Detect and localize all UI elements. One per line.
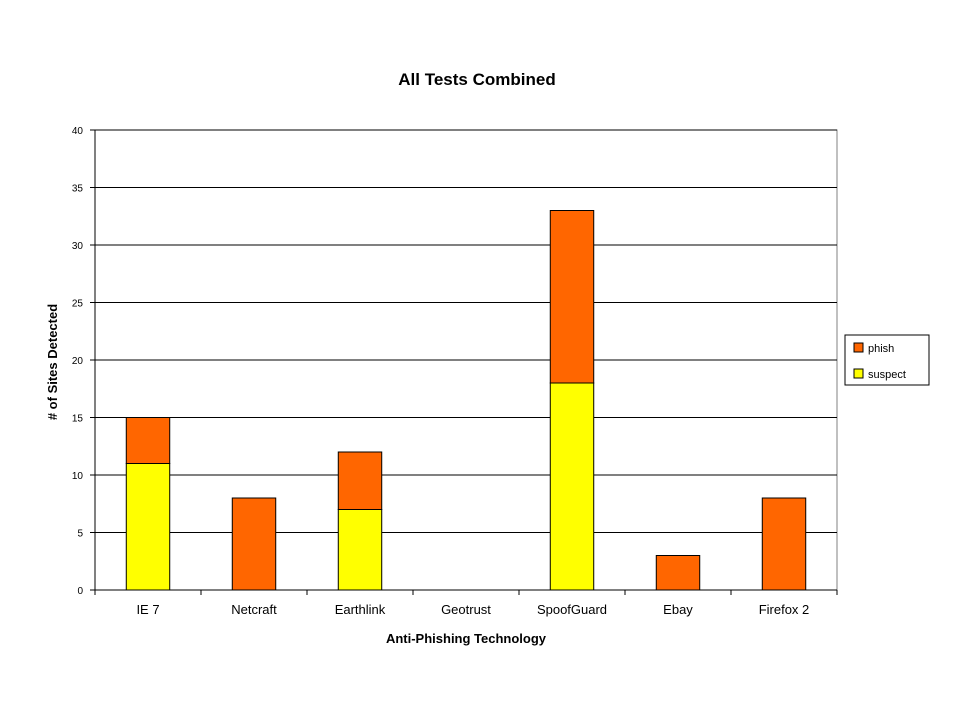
y-tick-label: 30 — [72, 241, 84, 252]
bar-segment-phish — [337, 451, 383, 510]
bar-segment-phish — [231, 497, 277, 591]
bar-segment-phish — [549, 210, 595, 384]
chart-title: All Tests Combined — [398, 70, 555, 89]
bar-segment-phish — [761, 497, 807, 591]
bar-segment-suspect — [125, 463, 171, 591]
x-axis-ticks: IE 7 Netcraft Earthlink Geotrust SpoofGuard E… — [94, 590, 838, 617]
x-axis-label: Anti-Phishing Technology — [386, 631, 547, 646]
y-tick-label: 20 — [72, 356, 84, 367]
y-axis-label: # of Sites Detected — [45, 304, 60, 420]
x-tick-label: Firefox 2 — [759, 602, 810, 617]
x-tick-label: Netcraft — [231, 602, 277, 617]
x-tick-label: IE 7 — [136, 602, 159, 617]
bar-segment-phish — [655, 555, 701, 591]
x-tick-label: SpoofGuard — [537, 602, 607, 617]
x-tick-label: Earthlink — [335, 602, 386, 617]
y-tick-label: 10 — [72, 471, 84, 482]
legend-swatch-phish — [853, 342, 864, 353]
bars — [125, 210, 807, 591]
y-tick-label: 15 — [72, 414, 84, 425]
legend-label-phish: phish — [868, 343, 894, 355]
y-tick-label: 40 — [72, 126, 84, 137]
legend-label-suspect: suspect — [868, 369, 906, 381]
x-tick-label: Ebay — [663, 602, 693, 617]
bar-segment-suspect — [549, 382, 595, 591]
y-tick-label: 5 — [77, 529, 83, 540]
legend: phish suspect — [844, 334, 930, 386]
gridlines — [95, 129, 837, 533]
x-tick-label: Geotrust — [441, 602, 491, 617]
bar-segment-suspect — [337, 509, 383, 591]
y-tick-label: 0 — [77, 586, 83, 597]
y-axis-ticks: 0 5 10 15 20 25 30 35 40 — [72, 126, 95, 597]
y-tick-label: 25 — [72, 299, 84, 310]
legend-swatch-suspect — [853, 368, 864, 379]
y-tick-label: 35 — [72, 184, 84, 195]
bar-segment-phish — [125, 417, 171, 464]
